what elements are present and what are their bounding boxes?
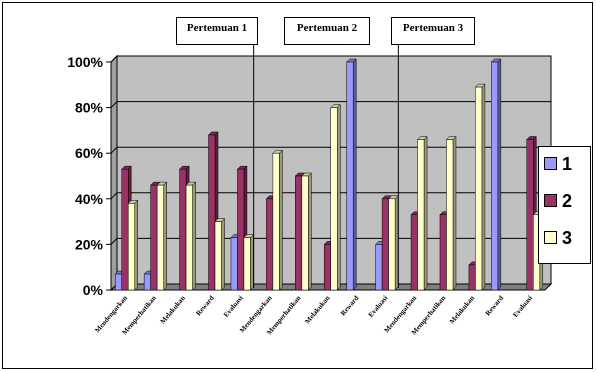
bar-series-2	[266, 198, 274, 291]
bar-side	[221, 217, 225, 291]
bar-series-3	[388, 198, 396, 291]
bar-series-1	[346, 61, 354, 291]
gridline	[110, 101, 551, 108]
bar-series-2	[208, 134, 216, 291]
bar-side	[497, 58, 502, 291]
legend-swatch-2	[544, 194, 557, 207]
bar-series-3	[417, 139, 425, 291]
bar-series-3	[156, 184, 164, 291]
legend-label-1: 1	[562, 154, 573, 174]
bar-side	[423, 135, 428, 291]
y-tick-label: 60%	[75, 145, 104, 161]
legend-label-2: 2	[562, 191, 573, 211]
x-tick-label: Reward	[194, 294, 215, 317]
gridline	[110, 146, 551, 154]
legend-swatch-1	[544, 157, 557, 170]
bar-series-3	[127, 203, 135, 291]
bar-side	[250, 233, 254, 291]
chart-frame	[2, 2, 593, 369]
legend-label-3: 3	[562, 228, 573, 248]
y-tick-label: 80%	[75, 100, 104, 116]
bar-series-1	[491, 61, 499, 291]
legend-item-2: 2	[544, 191, 590, 212]
bar-series-3	[272, 152, 280, 291]
bar-series-2	[179, 168, 187, 291]
legend: 1 2 3	[538, 146, 591, 264]
y-tick-label: 20%	[75, 236, 104, 252]
plot-side-wall	[110, 54, 118, 292]
bar-series-3	[301, 175, 309, 291]
bar-series-2	[410, 214, 418, 291]
bar-side	[452, 135, 457, 291]
group-label-pertemuan-1: Pertemuan 1	[176, 17, 258, 45]
legend-item-1: 1	[544, 154, 590, 175]
bar-series-1	[375, 244, 383, 291]
gridline	[110, 237, 551, 245]
x-tick-label: Evaluasi	[222, 294, 245, 319]
bar-series-3	[214, 221, 222, 291]
bar-series-1	[114, 273, 122, 291]
bar-series-2	[381, 198, 389, 291]
bar-series-2	[237, 168, 245, 291]
bar-series-1	[143, 273, 151, 291]
legend-item-3: 3	[544, 228, 590, 249]
x-tick-label: Melakukan	[448, 294, 476, 325]
bar-side	[279, 149, 283, 291]
bar-series-3	[243, 237, 251, 291]
gridline	[110, 55, 551, 63]
gridline	[110, 192, 551, 200]
y-tick-label: 0%	[83, 282, 104, 298]
bar-series-2	[324, 244, 331, 291]
bar-side	[308, 172, 312, 291]
x-tick-label: Melakukan	[303, 294, 331, 325]
bar-series-2	[150, 184, 158, 291]
group-label-pertemuan-2: Pertemuan 2	[284, 17, 370, 45]
bar-series-1	[230, 237, 238, 291]
bar-side	[192, 181, 196, 291]
bar-series-3	[446, 139, 454, 291]
bar-series-3	[475, 86, 483, 291]
legend-swatch-3	[544, 231, 557, 244]
bar-series-2	[439, 214, 447, 291]
bar-series-3	[185, 184, 193, 291]
bar-side	[134, 199, 138, 291]
x-tick-label: Evaluasi	[511, 294, 534, 319]
bar-side	[394, 195, 399, 291]
bar-series-3	[330, 107, 338, 291]
x-tick-label: Evaluasi	[367, 294, 390, 319]
x-tick-label: Reward	[484, 294, 505, 317]
bar-side	[352, 58, 357, 291]
x-tick-label: Reward	[339, 294, 360, 317]
bar-series-2	[526, 139, 534, 291]
bar-series-2	[121, 168, 129, 291]
bar-series-2	[468, 264, 476, 291]
bar-side	[163, 181, 167, 291]
group-label-pertemuan-3: Pertemuan 3	[391, 17, 475, 45]
bar-side	[481, 83, 486, 291]
x-tick-label: Melakukan	[159, 294, 187, 325]
y-tick-label: 40%	[75, 191, 104, 207]
bar-series-2	[295, 175, 303, 291]
y-tick-label: 100%	[67, 54, 103, 70]
bar-side	[337, 103, 341, 291]
